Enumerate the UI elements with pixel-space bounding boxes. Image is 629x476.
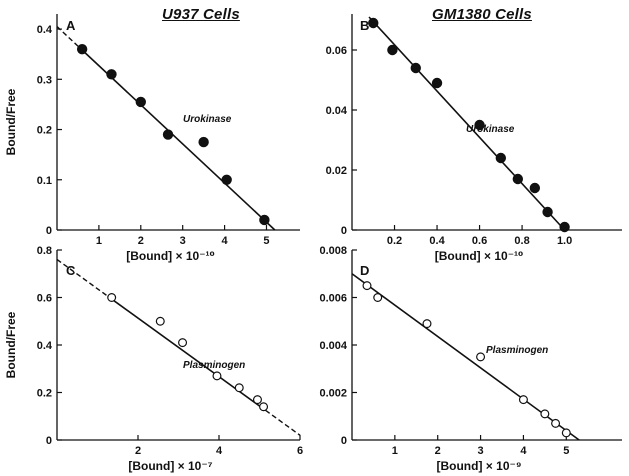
panel-d-y-tick-label: 0.004 [319, 340, 347, 352]
panel-c-y-tick-label: 0.6 [37, 293, 52, 305]
panel-a-x-tick-label: 4 [222, 235, 229, 247]
panel-a-x-tick-label: 2 [138, 235, 144, 247]
panel-b-x-tick-label: 0.6 [472, 235, 487, 247]
panel-d-annotation: Plasminogen [486, 345, 548, 356]
panel-c-data-point [178, 338, 188, 348]
panel-c-data-point [155, 316, 165, 326]
panel-a-fit-line-extrapolated [56, 26, 79, 47]
panel-a-x-axis-label: [Bound] × 10⁻¹⁰ [126, 249, 215, 263]
panel-a-y-tick-label: 0.2 [37, 125, 52, 137]
panel-c-data-point [259, 402, 269, 412]
panel-a-y-tick-label: 0.3 [37, 74, 52, 86]
panel-a-data-point [76, 43, 88, 55]
panel-d-y-tick-label: 0.008 [319, 245, 347, 257]
panel-c-y-tick-label: 0.8 [37, 245, 52, 257]
panel-a-y-tick-label: 0 [46, 225, 52, 237]
panel-c-data-point [234, 383, 244, 393]
panel-a-data-point [106, 69, 117, 80]
panel-c-data-point [212, 371, 222, 381]
panel-d-data-point [422, 319, 432, 329]
panel-a-x-tick-label: 3 [180, 235, 186, 247]
column-title-gm1380: GM1380 Cells [432, 6, 532, 23]
panel-d-data-point [551, 418, 561, 428]
panel-a-x-tick-label: 5 [263, 235, 269, 247]
panel-b-data-point [368, 17, 379, 29]
panel-c-x-axis-label: [Bound] × 10⁻⁷ [128, 459, 212, 473]
panel-d-data-point [373, 293, 383, 303]
panel-c-x-tick-label: 4 [216, 445, 223, 457]
panel-c-y-tick-label: 0 [46, 435, 52, 447]
panel-b-fit-line [368, 16, 566, 231]
panel-c-letter: C [66, 263, 76, 278]
panel-b-data-point [529, 182, 541, 194]
panel-b-data-point [512, 173, 524, 185]
panel-a-y-tick-label: 0.1 [37, 175, 52, 187]
panel-b-data-point [495, 152, 507, 164]
panel-b-data-point [387, 44, 398, 56]
panel-d-data-point [561, 428, 571, 438]
panel-b-data-point [542, 206, 553, 218]
panel-b-data-point [559, 221, 570, 233]
panel-d-x-tick-label: 2 [435, 445, 441, 457]
panel-a-letter: A [66, 18, 76, 33]
panel-b-x-tick-label: 1.0 [557, 235, 572, 247]
panel-b-y-tick-label: 0.04 [326, 105, 348, 117]
panel-a-data-point [221, 174, 232, 185]
panel-d-x-axis-label: [Bound] × 10⁻⁹ [436, 459, 521, 473]
panel-b-data-point [410, 62, 421, 74]
panel-a-data-point [198, 136, 209, 148]
panel-b-annotation: Urokinase [466, 124, 515, 135]
panel-a-data-point [135, 96, 146, 108]
panel-c-fit-line-extrapolated [265, 409, 301, 436]
panel-a-data-point [162, 129, 174, 140]
panel-b-letter: B [360, 18, 369, 33]
panel-d-y-tick-label: 0.006 [319, 293, 347, 305]
panel-d-data-point [540, 409, 550, 419]
panel-c-y-axis-label: Bound/Free [4, 311, 18, 378]
panel-d-x-tick-label: 5 [563, 445, 569, 457]
panel-b-x-tick-label: 0.8 [514, 235, 529, 247]
panel-c-data-point [107, 293, 117, 303]
panel-b-x-tick-label: 0.2 [387, 235, 402, 247]
panel-b-y-tick-label: 0 [341, 225, 347, 237]
panel-d-data-point [476, 352, 486, 362]
panel-a-y-tick-label: 0.4 [37, 24, 53, 36]
panel-a-x-tick-label: 1 [96, 235, 102, 247]
panel-c-x-tick-label: 6 [297, 445, 303, 457]
panel-c-data-point [252, 395, 262, 405]
panel-c-y-tick-label: 0.4 [37, 340, 53, 352]
panel-b-x-tick-label: 0.4 [429, 235, 445, 247]
panel-b-x-axis-label: [Bound] × 10⁻¹⁰ [435, 249, 524, 263]
panel-d-y-tick-label: 0 [341, 435, 347, 447]
panel-d-letter: D [360, 263, 369, 278]
panel-d-x-tick-label: 4 [520, 445, 527, 457]
panel-d-data-point [362, 281, 372, 291]
panel-c-y-tick-label: 0.2 [37, 388, 52, 400]
panel-a-annotation: Urokinase [183, 114, 232, 125]
panel-d-y-tick-label: 0.002 [319, 388, 347, 400]
panel-d-data-point [518, 395, 528, 405]
panel-a-y-axis-label: Bound/Free [4, 88, 18, 155]
panel-b-y-tick-label: 0.02 [326, 165, 347, 177]
panel-d-x-tick-label: 3 [478, 445, 484, 457]
panel-c-fit-line [111, 298, 267, 412]
panel-b-y-tick-label: 0.06 [326, 45, 347, 57]
panel-c-x-tick-label: 2 [135, 445, 141, 457]
panel-d-x-tick-label: 1 [392, 445, 398, 457]
panel-a-data-point [259, 214, 270, 226]
panel-c-fit-line-extrapolated [56, 258, 113, 300]
panel-c-annotation: Plasminogen [183, 360, 245, 371]
panel-b-data-point [474, 119, 485, 131]
column-title-u937: U937 Cells [162, 6, 240, 23]
panel-b-data-point [431, 77, 443, 89]
